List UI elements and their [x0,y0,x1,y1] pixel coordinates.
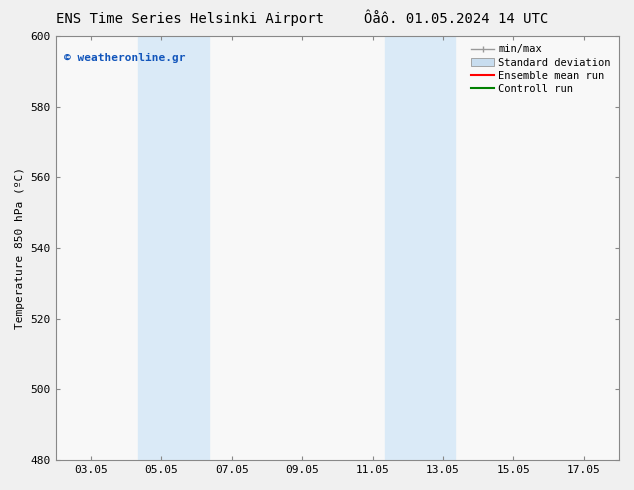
Bar [138,36,209,460]
Bar [385,36,455,460]
Text: © weatheronline.gr: © weatheronline.gr [64,53,186,63]
Y-axis label: Temperature 850 hPa (ºC): Temperature 850 hPa (ºC) [15,167,25,329]
Legend: min/max, Standard deviation, Ensemble mean run, Controll run: min/max, Standard deviation, Ensemble me… [468,41,614,97]
Text: Ôåô. 01.05.2024 14 UTC: Ôåô. 01.05.2024 14 UTC [365,12,548,26]
Text: ENS Time Series Helsinki Airport: ENS Time Series Helsinki Airport [56,12,324,26]
